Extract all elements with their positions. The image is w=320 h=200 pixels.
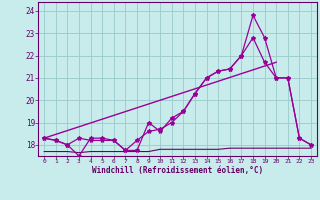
X-axis label: Windchill (Refroidissement éolien,°C): Windchill (Refroidissement éolien,°C) [92, 166, 263, 175]
